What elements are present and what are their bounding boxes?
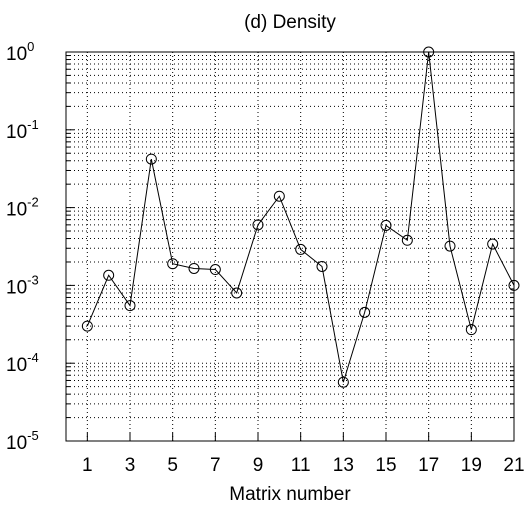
data-point [359, 306, 371, 318]
data-point [401, 234, 413, 246]
data-point [337, 376, 349, 388]
plot-frame [65, 51, 515, 442]
x-tick-label: 17 [418, 455, 439, 476]
data-point [124, 300, 136, 312]
data-point [465, 324, 477, 336]
x-tick-label: 1 [82, 455, 93, 476]
data-point [252, 219, 264, 231]
data-point [167, 258, 179, 270]
y-tick-label: 10-2 [6, 195, 39, 221]
x-axis-label: Matrix number [229, 484, 351, 505]
x-tick-label: 7 [210, 455, 221, 476]
x-tick-label: 19 [461, 455, 482, 476]
data-point [295, 243, 307, 255]
y-tick-label: 100 [6, 39, 34, 65]
data-point [145, 153, 157, 165]
x-tick-label: 15 [375, 455, 396, 476]
x-tick-label: 9 [253, 455, 264, 476]
series-line [86, 51, 515, 383]
data-point [103, 269, 115, 281]
y-tick-label: 10-5 [6, 428, 39, 454]
data-point [273, 190, 285, 202]
data-point [487, 238, 499, 250]
chart-title: (d) Density [244, 12, 336, 33]
data-point [81, 320, 93, 332]
x-tick-label: 3 [125, 455, 136, 476]
x-tick-label: 11 [291, 455, 311, 476]
y-tick-label: 10-3 [6, 272, 39, 298]
data-point [209, 264, 221, 276]
x-tick-label: 5 [167, 455, 178, 476]
y-tick-label: 10-1 [6, 117, 39, 143]
y-tick-label: 10-4 [6, 350, 39, 376]
data-point [380, 219, 392, 231]
x-tick-label: 13 [333, 455, 354, 476]
data-point [444, 240, 456, 252]
x-tick-label: 21 [503, 455, 524, 476]
data-point [508, 279, 520, 291]
data-point [316, 260, 328, 272]
data-point [423, 46, 435, 58]
data-point [188, 262, 200, 274]
data-point [231, 287, 243, 299]
